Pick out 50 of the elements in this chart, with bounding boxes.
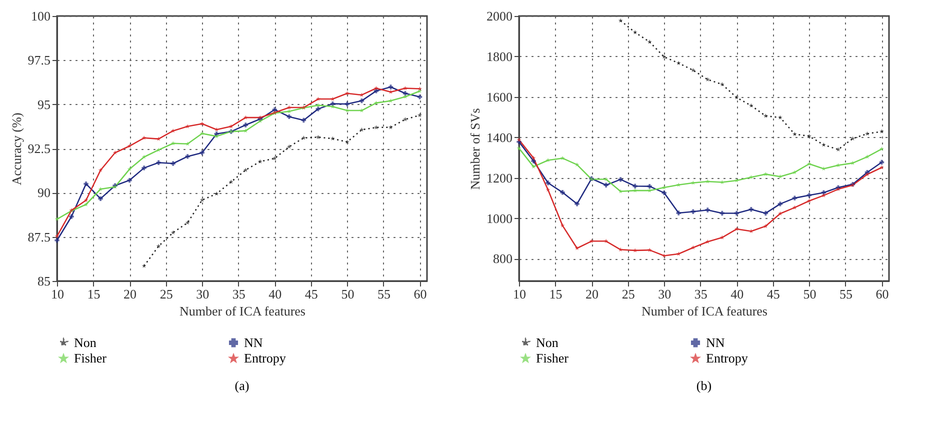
x-tick-label: 50 <box>803 286 816 302</box>
legend-label: NN <box>706 334 726 350</box>
y-tick-label: 1600 <box>486 89 512 104</box>
y-tick-label: 1400 <box>486 130 512 145</box>
y-tick-label: 90 <box>38 185 50 200</box>
y-tick-label: 100 <box>31 8 50 24</box>
x-tick-label: 15 <box>549 286 562 302</box>
text: (a) <box>234 378 250 393</box>
x-tick-label: 15 <box>87 286 100 302</box>
x-tick-label: 55 <box>839 286 852 302</box>
legend-label: NN <box>244 334 264 350</box>
y-axis-title: Accuracy (%) <box>8 112 24 186</box>
x-tick-label: 10 <box>51 286 64 302</box>
x-tick-label: 55 <box>377 286 390 302</box>
x-tick-label: 60 <box>414 286 427 302</box>
legend-label: Non <box>536 334 559 350</box>
x-tick-label: 40 <box>730 286 744 302</box>
y-tick-label: 97.5 <box>28 52 50 68</box>
y-tick-label: 92.5 <box>28 141 50 156</box>
legend-label: Entropy <box>706 350 748 366</box>
x-tick-label: 40 <box>268 286 282 302</box>
legend-label: Fisher <box>74 350 108 366</box>
y-axis-title: Number of SVs <box>468 108 482 190</box>
x-tick-label: 30 <box>658 286 672 302</box>
x-tick-label: 20 <box>124 286 137 302</box>
x-axis-title: Number of ICA features <box>642 304 768 318</box>
y-tick-label: 1200 <box>486 170 512 186</box>
y-tick-label: 85 <box>38 274 50 288</box>
legend-label: Fisher <box>536 350 570 366</box>
x-tick-label: 35 <box>232 286 246 302</box>
x-tick-label: 45 <box>304 286 318 302</box>
x-tick-label: 25 <box>622 286 635 302</box>
x-axis-title: Number of ICA features <box>180 304 306 318</box>
x-tick-label: 10 <box>513 286 526 302</box>
y-tick-label: 95 <box>38 96 50 112</box>
x-tick-label: 50 <box>341 286 354 302</box>
y-tick-label: 87.5 <box>28 229 50 244</box>
legend-label: Entropy <box>244 350 286 366</box>
x-tick-label: 30 <box>196 286 210 302</box>
x-tick-label: 35 <box>694 286 708 302</box>
x-tick-label: 25 <box>160 286 173 302</box>
y-tick-label: 1000 <box>486 210 512 226</box>
x-tick-label: 20 <box>586 286 599 302</box>
y-tick-label: 800 <box>493 251 512 266</box>
x-tick-label: 45 <box>766 286 780 302</box>
y-tick-label: 1800 <box>486 48 512 64</box>
legend-label: Non <box>74 334 97 350</box>
x-tick-label: 60 <box>876 286 889 302</box>
text: (b) <box>696 378 712 393</box>
y-tick-label: 2000 <box>486 8 512 24</box>
